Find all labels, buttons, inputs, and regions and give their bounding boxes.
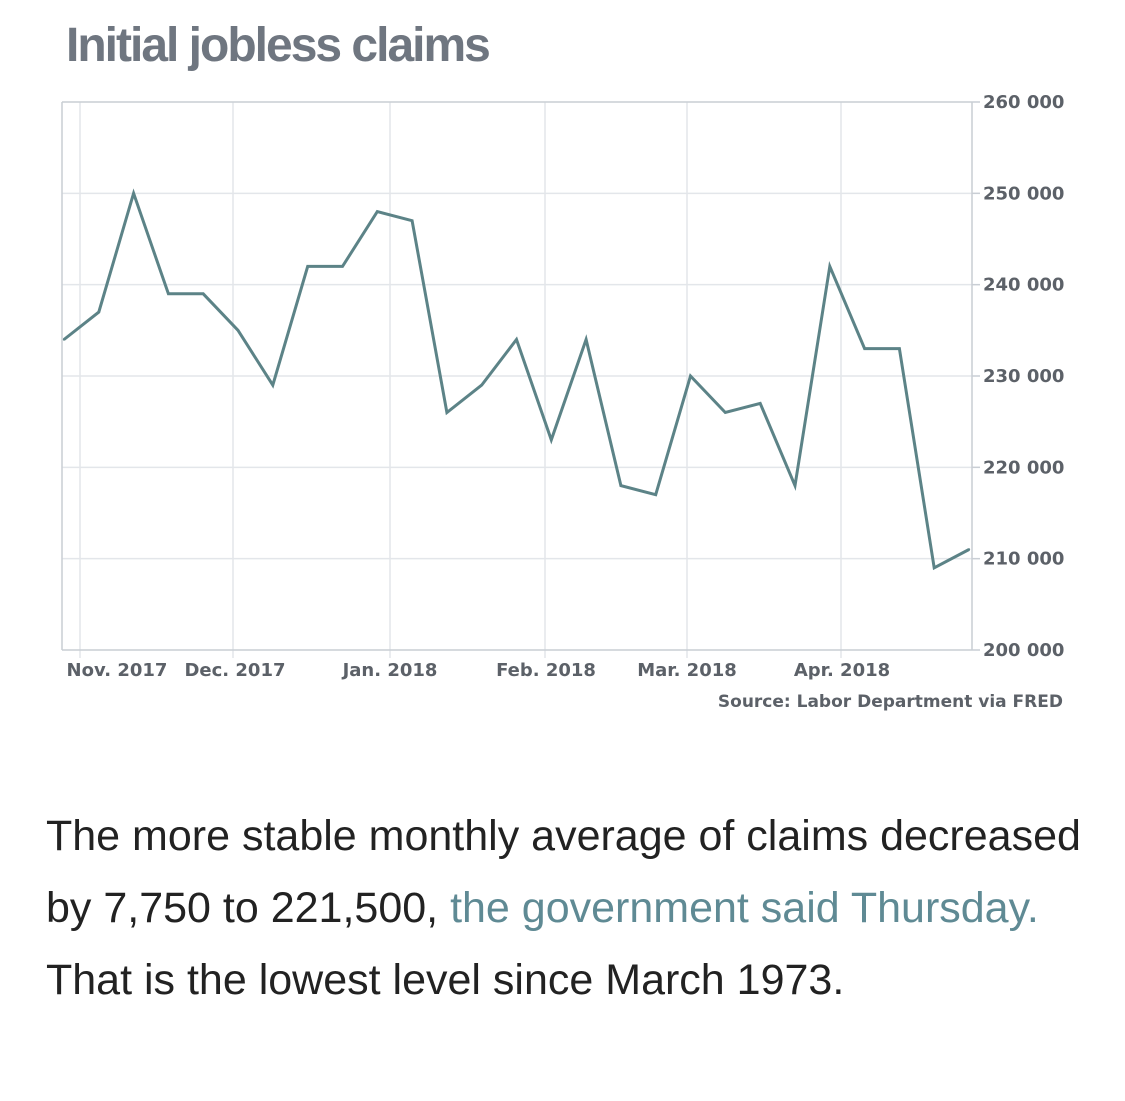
series-layer [62,188,971,571]
data-point [863,347,866,350]
grid-lines [62,102,972,658]
y-tick-label: 200 000 [983,640,1064,661]
data-point [97,310,101,314]
data-point [515,338,518,341]
paragraph-text-end: That is the lowest level since March 197… [46,956,845,1004]
y-tick-label: 220 000 [983,457,1064,478]
data-point [898,347,901,350]
x-tick-label: Jan. 2018 [341,660,438,681]
x-tick-label: Mar. 2018 [637,660,737,681]
data-point [550,438,553,442]
data-point [62,338,66,341]
data-point [445,411,449,414]
data-point [584,338,588,341]
data-point [167,292,170,295]
data-point [410,219,414,222]
article-paragraph: The more stable monthly average of claim… [46,800,1091,1016]
data-point [480,383,483,387]
axes [61,101,980,651]
data-point [376,210,379,213]
data-point [967,548,971,551]
y-tick-label: 260 000 [983,92,1064,113]
y-tick-labels: 260 000 250 000 240 000 230 000 220 000 210 0… [983,92,1064,661]
chart-source-note: Source: Labor Department via FRED [717,692,1063,712]
data-point [793,484,797,487]
government-statement-link[interactable]: the government said Thursday. [450,884,1039,932]
y-tick-label: 250 000 [983,183,1064,204]
data-point [724,411,727,414]
line-chart: 260 000 250 000 240 000 230 000 220 000 210 0… [61,92,1064,681]
series-line-initial-claims [63,188,970,571]
data-point [933,566,936,569]
data-point [306,265,309,268]
data-point [619,484,623,487]
y-tick-label: 240 000 [983,275,1064,296]
y-tick-label: 210 000 [983,549,1064,570]
data-point [341,265,344,268]
x-tick-label: Feb. 2018 [496,660,596,681]
paragraph-text-start: The more stable monthly average of claim… [46,812,1081,932]
y-tick-label: 230 000 [983,366,1064,387]
data-point [132,192,135,195]
data-point [271,383,274,387]
x-tick-labels: Nov. 2017 Dec. 2017 Jan. 2018 Feb. 2018 Mar.… [67,660,891,681]
x-tick-label: Dec. 2017 [184,660,285,681]
data-point [828,265,831,268]
x-tick-label: Nov. 2017 [67,660,168,681]
chart-title: Initial jobless claims [66,19,491,72]
data-point [689,374,692,378]
data-point [202,292,205,295]
data-point [654,493,657,496]
data-point [759,402,762,405]
x-tick-label: Apr. 2018 [794,660,890,681]
data-point [236,329,240,332]
